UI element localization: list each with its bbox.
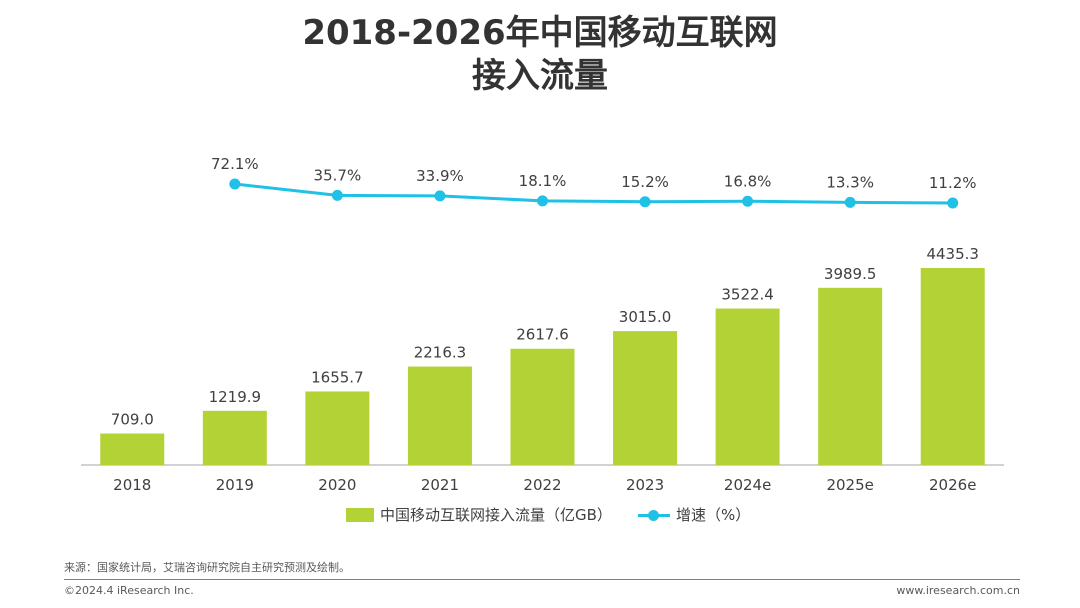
bar-label-2023: 3015.0 [619,308,672,326]
bar-label-2022: 2617.6 [516,326,569,344]
footer-divider [64,579,1020,580]
x-tick-2025e: 2025e [826,476,873,494]
growth-point-2024e [742,195,754,207]
legend-item-traffic: 中国移动互联网接入流量（亿GB） [346,504,612,525]
bar-2026e [920,268,985,465]
legend-item-growth: 增速（%） [638,504,750,525]
bar-2018 [100,433,165,465]
growth-label-2019: 72.1% [211,155,259,173]
growth-label-2024e: 16.8% [724,172,772,190]
chart-title: 2018-2026年中国移动互联网 接入流量 [0,12,1080,98]
growth-point-2023 [639,196,651,208]
growth-label-2023: 15.2% [621,173,669,191]
growth-label-2020: 35.7% [314,166,362,184]
bar-2021 [407,366,472,465]
growth-label-2022: 18.1% [519,172,567,190]
chart-title-line1: 2018-2026年中国移动互联网 [302,13,778,53]
x-tick-2018: 2018 [113,476,151,494]
x-tick-2024e: 2024e [724,476,771,494]
bar-2023 [613,331,678,465]
x-tick-2023: 2023 [626,476,664,494]
bar-2020 [305,391,370,465]
bar-label-2018: 709.0 [111,411,154,429]
website-link[interactable]: www.iresearch.com.cn [896,584,1020,597]
bar-label-2025e: 3989.5 [824,265,877,283]
growth-line [234,182,953,205]
bar-2022 [510,348,575,465]
growth-label-2021: 33.9% [416,167,464,185]
legend-bar-swatch [346,507,374,522]
bar-label-2020: 1655.7 [311,368,364,386]
legend-line-label: 增速（%） [676,506,751,524]
x-tick-2022: 2022 [523,476,561,494]
bar-label-2021: 2216.3 [414,344,467,362]
growth-point-2025e [844,196,856,208]
legend-line-swatch [638,508,670,522]
growth-point-2021 [434,190,446,202]
chart-canvas: 709.0 2018 1219.9 2019 1655.7 2020 2216.3 2021 2… [81,155,1004,494]
growth-label-2025e: 13.3% [826,173,874,191]
bar-2025e [818,287,883,465]
bar-label-2019: 1219.9 [209,388,262,406]
bar-label-2026e: 4435.3 [926,245,979,263]
source-note: 来源：国家统计局，艾瑞咨询研究院自主研究预测及绘制。 [64,561,350,574]
x-tick-2021: 2021 [421,476,459,494]
chart-legend: 中国移动互联网接入流量（亿GB） 增速（%） [0,504,1080,530]
x-tick-2019: 2019 [216,476,254,494]
bar-label-2024e: 3522.4 [721,286,774,304]
growth-label-2026e: 11.2% [929,174,977,192]
x-tick-2026e: 2026e [929,476,976,494]
chart-title-line2: 接入流量 [472,56,608,96]
growth-point-2026e [947,197,959,209]
growth-point-2019 [229,178,241,190]
x-tick-2020: 2020 [318,476,356,494]
growth-point-2022 [537,195,548,207]
copyright-text: ©2024.4 iResearch Inc. [64,584,194,597]
legend-bar-label: 中国移动互联网接入流量（亿GB） [380,506,612,524]
growth-point-2020 [331,189,343,201]
bar-2019 [202,410,267,465]
bar-2024e [715,308,780,465]
